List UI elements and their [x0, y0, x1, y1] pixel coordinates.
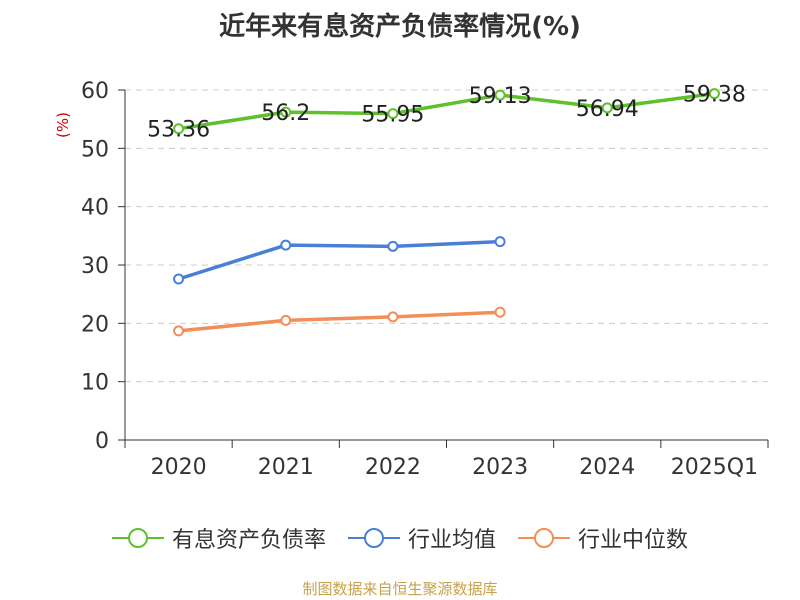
data-point [708, 88, 720, 100]
data-point [387, 311, 399, 323]
data-point [387, 108, 399, 120]
data-label: 55.95 [361, 103, 424, 128]
series-line [178, 91, 715, 131]
x-tick-label: 2021 [258, 455, 314, 480]
y-tick-label: 20 [81, 312, 109, 337]
y-tick-label: 40 [81, 196, 109, 221]
data-point [173, 273, 185, 285]
legend-label: 行业中位数 [578, 528, 689, 553]
y-tick-label: 10 [81, 371, 109, 396]
y-axis-label: (%) [54, 112, 72, 138]
data-point [280, 314, 292, 326]
series-line [178, 310, 501, 333]
y-tick-label: 0 [95, 429, 109, 454]
legend-marker-icon [111, 528, 164, 548]
series-line [178, 239, 501, 281]
data-point [494, 89, 506, 101]
legend-label: 有息资产负债率 [171, 528, 326, 553]
data-label: 56.2 [261, 101, 310, 126]
y-tick-label: 30 [81, 254, 109, 279]
legend-item: 有息资产负债率 [111, 522, 326, 554]
data-point [280, 239, 292, 251]
data-point [173, 325, 185, 337]
chart-title: 近年来有息资产负债率情况(%) [219, 12, 581, 42]
data-label: 59.38 [683, 83, 746, 108]
y-tick-label: 60 [81, 79, 109, 104]
data-point [173, 123, 185, 135]
legend: 有息资产负债率 行业均值 行业中位数 [0, 518, 800, 558]
data-point [601, 102, 613, 114]
x-tick-label: 2020 [151, 455, 207, 480]
legend-marker-icon [347, 528, 400, 548]
x-tick-label: 2025Q1 [671, 455, 758, 480]
x-tick-label: 2022 [365, 455, 421, 480]
data-point [494, 306, 506, 318]
legend-item: 行业均值 [347, 522, 496, 554]
legend-item: 行业中位数 [518, 522, 688, 554]
x-tick-label: 2023 [472, 455, 528, 480]
data-label: 59.13 [469, 84, 532, 109]
data-point [494, 236, 506, 248]
data-label: 53.36 [147, 118, 210, 143]
x-tick-label: 2024 [579, 455, 635, 480]
legend-marker-icon [518, 528, 570, 548]
data-point [387, 240, 399, 252]
legend-label: 行业均值 [407, 528, 496, 553]
y-tick-label: 50 [81, 137, 109, 162]
data-point [280, 106, 292, 118]
data-label: 56.94 [576, 97, 639, 122]
source-note: 制图数据来自恒生聚源数据库 [302, 580, 498, 598]
